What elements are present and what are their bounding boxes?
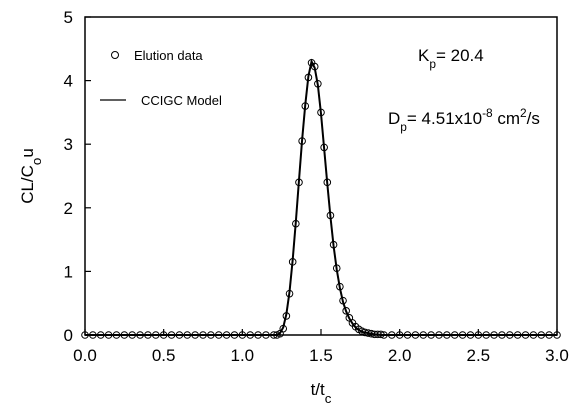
- annotation: Kp= 20.4: [418, 46, 484, 71]
- x-tick-label: 2.5: [467, 346, 491, 365]
- annotation: Dp= 4.51x10-8 cm2/s: [388, 106, 540, 134]
- text-segment: t/t: [311, 380, 325, 399]
- y-tick-label: 5: [64, 8, 73, 27]
- model-line: [85, 58, 557, 336]
- y-tick-label: 3: [64, 135, 73, 154]
- text-segment: CL/C: [18, 165, 37, 204]
- data-point: [342, 307, 350, 315]
- legend-marker: [111, 51, 119, 59]
- text-segment: cm: [493, 109, 520, 128]
- legend-label: CCIGC Model: [141, 93, 222, 108]
- y-axis-label: CL/Cou: [18, 148, 44, 204]
- text-segment: /s: [527, 109, 540, 128]
- text-segment: K: [418, 46, 430, 65]
- text-segment: o: [29, 158, 44, 165]
- plot-frame: [84, 16, 558, 336]
- x-tick-label: 1.5: [309, 346, 333, 365]
- x-tick-label: 3.0: [545, 346, 569, 365]
- y-tick-label: 0: [64, 326, 73, 345]
- y-tick-label: 4: [64, 72, 73, 91]
- text-segment: -8: [482, 106, 493, 120]
- text-segment: = 20.4: [436, 46, 484, 65]
- x-axis-label: t/tc: [311, 380, 332, 406]
- y-tick-label: 1: [64, 262, 73, 281]
- legend-label: Elution data: [134, 48, 203, 63]
- text-segment: p: [400, 120, 407, 134]
- x-tick-label: 2.0: [388, 346, 412, 365]
- text-segment: 2: [520, 106, 527, 120]
- y-tick-label: 2: [64, 199, 73, 218]
- text-segment: p: [429, 57, 436, 71]
- x-tick-label: 0.5: [152, 346, 176, 365]
- text-segment: = 4.51x10: [407, 109, 482, 128]
- x-tick-label: 0.0: [73, 346, 97, 365]
- text-segment: D: [388, 109, 400, 128]
- x-tick-label: 1.0: [231, 346, 255, 365]
- text-segment: u: [18, 148, 37, 157]
- text-segment: c: [325, 391, 332, 406]
